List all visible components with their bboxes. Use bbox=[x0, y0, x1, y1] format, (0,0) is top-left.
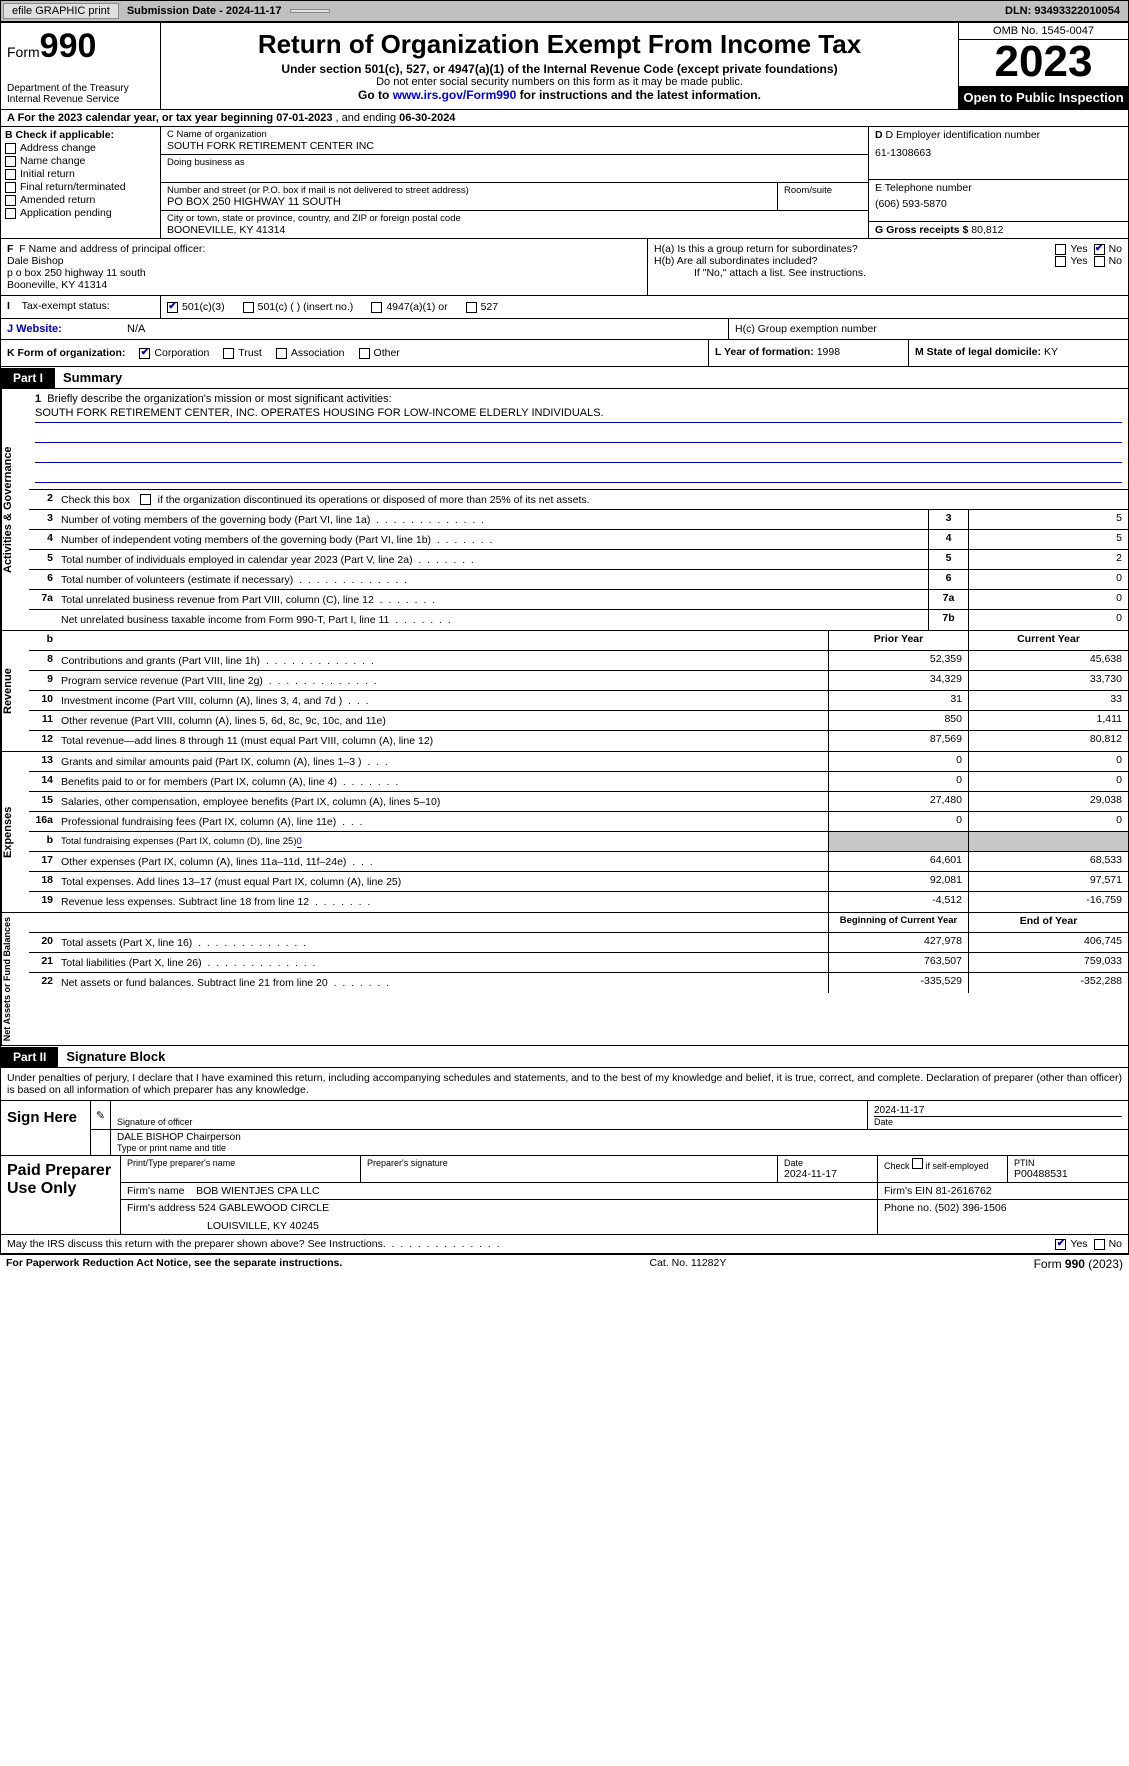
ein-label: D D Employer identification number bbox=[875, 129, 1122, 141]
vtab-expenses: Expenses bbox=[1, 752, 29, 912]
box-b: B Check if applicable: Address change Na… bbox=[1, 127, 161, 238]
chk-ha-yes[interactable] bbox=[1055, 244, 1066, 255]
dba-label: Doing business as bbox=[167, 157, 862, 168]
chk-501c3[interactable] bbox=[167, 302, 178, 313]
discuss-row: May the IRS discuss this return with the… bbox=[0, 1235, 1129, 1254]
chk-other[interactable] bbox=[359, 348, 370, 359]
website-value: N/A bbox=[121, 319, 728, 339]
chk-discuss-yes[interactable] bbox=[1055, 1239, 1066, 1250]
dln-label: DLN: 93493322010054 bbox=[1005, 5, 1128, 17]
part-ii-header: Part II Signature Block bbox=[0, 1046, 1129, 1068]
form-subtitle: Under section 501(c), 527, or 4947(a)(1)… bbox=[169, 62, 950, 76]
chk-501c[interactable] bbox=[243, 302, 254, 313]
vtab-net: Net Assets or Fund Balances bbox=[1, 913, 29, 1045]
chk-app-pending[interactable] bbox=[5, 208, 16, 219]
section-governance: Activities & Governance 1 Briefly descri… bbox=[0, 389, 1129, 631]
chk-self-employed[interactable] bbox=[912, 1158, 923, 1169]
val-l6: 0 bbox=[968, 570, 1128, 589]
form-number: Form990 bbox=[7, 27, 154, 66]
chk-discontinued[interactable] bbox=[140, 494, 151, 505]
chk-name-change[interactable] bbox=[5, 156, 16, 167]
open-inspection: Open to Public Inspection bbox=[959, 86, 1128, 109]
line-a-tax-year: A For the 2023 calendar year, or tax yea… bbox=[0, 110, 1129, 127]
vtab-governance: Activities & Governance bbox=[1, 389, 29, 630]
hc-group-exemption: H(c) Group exemption number bbox=[728, 319, 1128, 339]
org-address: PO BOX 250 HIGHWAY 11 SOUTH bbox=[167, 196, 771, 208]
chk-hb-no[interactable] bbox=[1094, 256, 1105, 267]
chk-4947[interactable] bbox=[371, 302, 382, 313]
val-l5: 2 bbox=[968, 550, 1128, 569]
chk-527[interactable] bbox=[466, 302, 477, 313]
submission-date: Submission Date - 2024-11-17 bbox=[121, 5, 288, 17]
val-l3: 5 bbox=[968, 510, 1128, 529]
row-website: J Website: N/A H(c) Group exemption numb… bbox=[0, 319, 1129, 340]
box-f: F F Name and address of principal office… bbox=[1, 239, 648, 295]
room-label: Room/suite bbox=[778, 183, 868, 210]
tax-year: 2023 bbox=[959, 40, 1128, 86]
org-name: SOUTH FORK RETIREMENT CENTER INC bbox=[167, 140, 862, 152]
chk-final-return[interactable] bbox=[5, 182, 16, 193]
box-c: C Name of organization SOUTH FORK RETIRE… bbox=[161, 127, 868, 238]
chk-amended[interactable] bbox=[5, 195, 16, 206]
city-label: City or town, state or province, country… bbox=[167, 213, 862, 224]
irs-link[interactable]: www.irs.gov/Form990 bbox=[393, 88, 517, 102]
chk-corp[interactable] bbox=[139, 348, 150, 359]
preparer-block: Paid Preparer Use Only Print/Type prepar… bbox=[0, 1156, 1129, 1235]
topbar-blank-button[interactable] bbox=[290, 9, 330, 13]
chk-discuss-no[interactable] bbox=[1094, 1239, 1105, 1250]
org-name-label: C Name of organization bbox=[167, 129, 862, 140]
vtab-revenue: Revenue bbox=[1, 631, 29, 751]
section-revenue: Revenue bPrior YearCurrent Year 8Contrib… bbox=[0, 631, 1129, 752]
entity-block: B Check if applicable: Address change Na… bbox=[0, 127, 1129, 239]
part-i-header: Part I Summary bbox=[0, 367, 1129, 389]
box-deg: D D Employer identification number 61-13… bbox=[868, 127, 1128, 238]
goto-instructions: Go to www.irs.gov/Form990 for instructio… bbox=[169, 88, 950, 102]
form-header: Form990 Department of the Treasury Inter… bbox=[0, 22, 1129, 110]
ein-value: 61-1308663 bbox=[875, 147, 1122, 159]
box-h: H(a) Is this a group return for subordin… bbox=[648, 239, 1128, 295]
officer-group-block: F F Name and address of principal office… bbox=[0, 239, 1129, 296]
penalty-text: Under penalties of perjury, I declare th… bbox=[0, 1068, 1129, 1101]
gross-receipts-value: 80,812 bbox=[971, 224, 1003, 236]
row-tax-exempt: I Tax-exempt status: 501(c)(3) 501(c) ( … bbox=[0, 296, 1129, 319]
chk-ha-no[interactable] bbox=[1094, 244, 1105, 255]
row-klm: K Form of organization: Corporation Trus… bbox=[0, 340, 1129, 367]
sign-block: Sign Here ✎ Signature of officer 2024-11… bbox=[0, 1101, 1129, 1156]
phone-label: E Telephone number bbox=[875, 182, 1122, 194]
val-l4: 5 bbox=[968, 530, 1128, 549]
section-expenses: Expenses 13Grants and similar amounts pa… bbox=[0, 752, 1129, 913]
phone-value: (606) 593-5870 bbox=[875, 198, 1122, 210]
val-l7b: 0 bbox=[968, 610, 1128, 630]
gross-receipts-label: G Gross receipts $ bbox=[875, 224, 971, 236]
pencil-icon: ✎ bbox=[91, 1101, 111, 1129]
topbar: efile GRAPHIC print Submission Date - 20… bbox=[0, 0, 1129, 22]
chk-hb-yes[interactable] bbox=[1055, 256, 1066, 267]
efile-print-button[interactable]: efile GRAPHIC print bbox=[3, 3, 119, 19]
page-footer: For Paperwork Reduction Act Notice, see … bbox=[0, 1254, 1129, 1273]
form-title: Return of Organization Exempt From Incom… bbox=[169, 29, 950, 60]
ssn-note: Do not enter social security numbers on … bbox=[169, 76, 950, 88]
chk-trust[interactable] bbox=[223, 348, 234, 359]
chk-address-change[interactable] bbox=[5, 143, 16, 154]
chk-assoc[interactable] bbox=[276, 348, 287, 359]
val-l7a: 0 bbox=[968, 590, 1128, 609]
org-city: BOONEVILLE, KY 41314 bbox=[167, 224, 862, 236]
section-net-assets: Net Assets or Fund Balances Beginning of… bbox=[0, 913, 1129, 1046]
addr-label: Number and street (or P.O. box if mail i… bbox=[167, 185, 771, 196]
dept-treasury: Department of the Treasury Internal Reve… bbox=[7, 83, 154, 105]
mission-text: SOUTH FORK RETIREMENT CENTER, INC. OPERA… bbox=[35, 407, 1122, 423]
chk-initial-return[interactable] bbox=[5, 169, 16, 180]
